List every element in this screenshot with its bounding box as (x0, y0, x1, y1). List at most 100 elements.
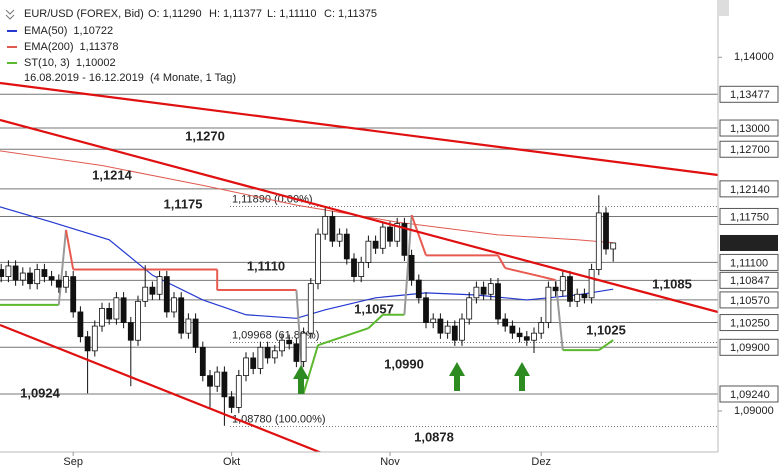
candle-body (156, 276, 163, 295)
annotation: 1,1057 (354, 301, 394, 316)
candle-body (394, 223, 401, 242)
candle-body (408, 254, 415, 281)
candle-body (271, 350, 278, 359)
legend-name: EMA(200) (24, 41, 74, 53)
level-label: 1,11750 (730, 211, 769, 223)
candle-body (365, 240, 372, 263)
x-tick-label: Dez (531, 456, 551, 468)
legend: EUR/USD (FOREX, Bid) O: 1,11290 H: 1,113… (5, 8, 377, 84)
candle-body (199, 346, 206, 377)
candle-body (63, 276, 69, 288)
candle-body (379, 226, 386, 249)
level-box (719, 119, 779, 137)
trend-line (0, 81, 718, 177)
fib-label: 1,09968 (61.80%) (232, 329, 319, 341)
candle-body (228, 396, 235, 408)
candle-body (315, 233, 321, 285)
candle-body (127, 322, 134, 341)
supertrend-segment (504, 267, 542, 278)
candle-body (588, 269, 595, 299)
annotation: 1,1085 (652, 276, 692, 291)
legend-value: 1,11378 (80, 41, 119, 53)
level-label: 1,12700 (730, 144, 770, 156)
candle-body (610, 242, 617, 250)
level-label: 1,13000 (730, 123, 770, 135)
candle-body (538, 322, 545, 334)
candle-body (120, 297, 127, 323)
level-label: 1,10570 (730, 295, 770, 307)
candle-body (293, 343, 300, 362)
candle-body (300, 332, 307, 362)
candle-body (264, 346, 271, 359)
candle-body (495, 283, 501, 320)
trend-line (0, 323, 323, 452)
candle-body (192, 318, 199, 348)
candle-body (603, 212, 609, 250)
candle-body (257, 346, 264, 369)
candle-body (552, 286, 559, 292)
candle-body (401, 223, 408, 256)
candle-body (149, 286, 156, 295)
title: EUR/USD (FOREX, Bid) (24, 8, 144, 20)
supertrend-segment (410, 214, 427, 256)
candle-body (185, 318, 192, 334)
candle-body (415, 279, 422, 299)
candle-body (322, 216, 329, 235)
candle-body (523, 336, 530, 341)
ohlc-high: H: 1,11377 (209, 8, 262, 20)
level-box (719, 140, 779, 158)
x-tick-label: Okt (223, 456, 240, 468)
candle-body (250, 357, 257, 369)
level-label: 1,09900 (730, 342, 770, 354)
candle-body (459, 318, 465, 341)
level-label: 1,13477 (730, 89, 770, 101)
candle-body (55, 279, 62, 288)
level-box (719, 271, 779, 289)
up-arrow (514, 362, 530, 391)
menu-icon[interactable] (5, 9, 15, 20)
level-box (719, 207, 779, 225)
candle-body (106, 308, 113, 320)
level-label: 1,11100 (730, 257, 768, 269)
candle-body (336, 233, 343, 242)
candle-body (34, 269, 41, 285)
trend-lines (0, 81, 718, 452)
level-box (719, 338, 779, 356)
candle-body (437, 318, 444, 334)
candle-body (559, 276, 566, 292)
ohlc-close: C: 1,11375 (324, 8, 377, 20)
candle-body (221, 371, 228, 398)
candle-body (307, 283, 314, 334)
candle-body (5, 265, 12, 277)
candle-body (387, 226, 393, 242)
candle-body (487, 283, 494, 295)
legend-value: 1,10722 (73, 25, 113, 37)
current-price-label: 1,11375 (730, 238, 769, 250)
candle-body (473, 286, 480, 299)
level-box (719, 180, 779, 198)
candle-body (502, 318, 509, 327)
candle-body (595, 212, 602, 270)
y-tick-label: 1,14000 (734, 51, 774, 63)
arrows (293, 362, 530, 394)
annotation: 1,0990 (384, 356, 424, 371)
candle-body (48, 276, 55, 281)
candle-body (178, 297, 185, 334)
scroll-handle[interactable] (719, 0, 729, 16)
candle-body (135, 300, 141, 341)
candle-body (235, 375, 242, 408)
supertrend-segment (65, 229, 75, 270)
candle-body (372, 240, 379, 249)
candle-body (466, 297, 473, 320)
candle-body (567, 276, 573, 302)
up-arrow (449, 362, 465, 391)
candle-body (581, 293, 588, 299)
period: 16.08.2019 - 16.12.2019 (24, 72, 144, 84)
level-label: 1,12140 (730, 184, 770, 196)
candle-body (77, 311, 84, 338)
candle-body (451, 325, 458, 341)
candle-body (444, 325, 451, 334)
supertrend-segment (598, 339, 614, 351)
candle-body (358, 262, 365, 277)
